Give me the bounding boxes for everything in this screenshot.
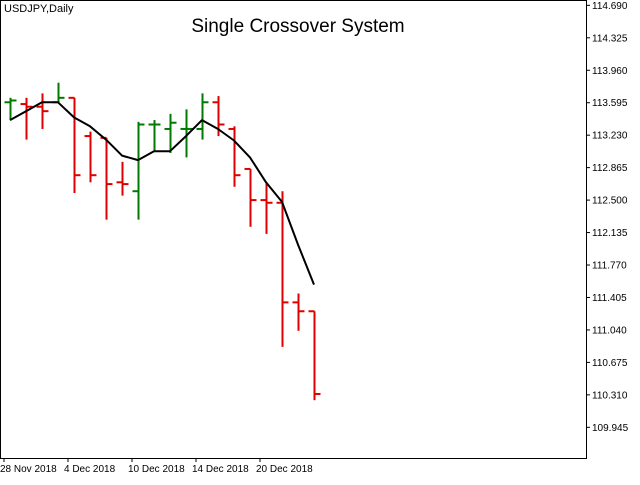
ohlc-bar — [20, 97, 33, 140]
ohlc-bar — [196, 93, 209, 140]
y-tick-label: 112.865 — [592, 163, 628, 174]
y-tick-label: 111.405 — [592, 293, 627, 304]
chart-title: Single Crossover System — [191, 16, 405, 37]
y-tick-label: 110.310 — [592, 390, 628, 401]
plot-frame — [0, 0, 587, 459]
ohlc-bar — [308, 310, 321, 401]
y-tick-label: 112.500 — [592, 196, 628, 207]
ohlc-bar — [36, 93, 49, 129]
x-tick-label: 28 Nov 2018 — [0, 464, 57, 475]
ohlc-bar — [116, 161, 129, 196]
moving-average-line — [9, 101, 315, 285]
ohlc-bar — [52, 82, 65, 104]
y-tick-label: 113.960 — [592, 66, 628, 77]
ohlc-bar — [260, 182, 273, 234]
y-tick-label: 110.675 — [592, 358, 628, 369]
y-tick-label: 113.230 — [592, 131, 628, 142]
ohlc-bar — [228, 126, 241, 187]
y-tick-label: 109.945 — [592, 423, 629, 434]
y-tick-label: 113.595 — [592, 98, 628, 109]
ohlc-bar — [244, 167, 257, 227]
y-tick-label: 112.135 — [592, 228, 628, 239]
y-tick-label: 114.690 — [592, 1, 628, 12]
ohlc-bar — [84, 131, 97, 183]
x-tick-label: 14 Dec 2018 — [192, 464, 249, 475]
symbol-label: USDJPY,Daily — [4, 3, 74, 15]
ohlc-bar — [4, 97, 17, 121]
x-tick-label: 20 Dec 2018 — [256, 464, 313, 475]
y-tick-label: 111.040 — [592, 325, 627, 336]
ohlc-bar — [132, 121, 145, 220]
y-tick-label: 114.325 — [592, 33, 628, 44]
ohlc-bar — [164, 113, 177, 153]
ohlc-bar — [100, 136, 113, 220]
ohlc-bar — [68, 96, 81, 193]
x-tick-label: 10 Dec 2018 — [128, 464, 185, 475]
x-tick-label: 4 Dec 2018 — [64, 464, 116, 475]
y-tick-label: 111.770 — [592, 261, 627, 272]
ohlc-bar — [292, 293, 305, 331]
ohlc-bar — [180, 109, 193, 158]
ohlc-bar — [148, 120, 161, 152]
